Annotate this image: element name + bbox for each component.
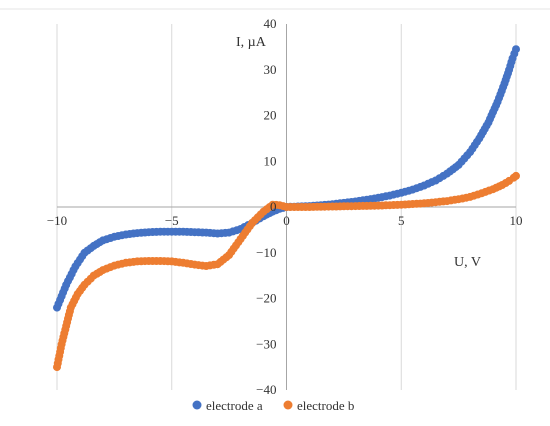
y-tick-label-5: 10 [264,153,277,168]
x-axis-title: U, V [454,255,481,270]
legend-marker-electrode-b [283,400,293,410]
y-tick-label-3: −10 [256,245,276,260]
legend-label-electrode-a: electrode a [206,398,263,413]
legend-marker-electrode-a [192,400,202,410]
point-b-145 [512,171,520,180]
y-tick-label-6: 20 [264,108,277,123]
y-tick-label-0: −40 [256,382,276,397]
y-tick-label-7: 30 [264,62,277,77]
x-tick-label-3: 5 [398,213,405,228]
tick-layer: −10 −5 0 5 10 −40 −30 −20 −10 0 10 20 30 40 [47,16,523,397]
x-tick-label-2: 0 [283,213,290,228]
point-a-149 [512,45,520,54]
legend-label-electrode-b: electrode b [297,398,354,413]
series-layer [53,45,520,372]
y-axis-title: I, µA [236,35,267,50]
x-tick-label-1: −5 [165,213,179,228]
legend: electrode a electrode b [192,398,354,413]
x-tick-label-4: 10 [510,213,523,228]
y-tick-label-2: −20 [256,291,276,306]
y-tick-label-1: −30 [256,336,276,351]
y-tick-label-8: 40 [264,16,277,31]
x-tick-label-0: −10 [47,213,67,228]
series-electrode-b [53,171,520,372]
y-tick-label-4: 0 [270,199,277,214]
